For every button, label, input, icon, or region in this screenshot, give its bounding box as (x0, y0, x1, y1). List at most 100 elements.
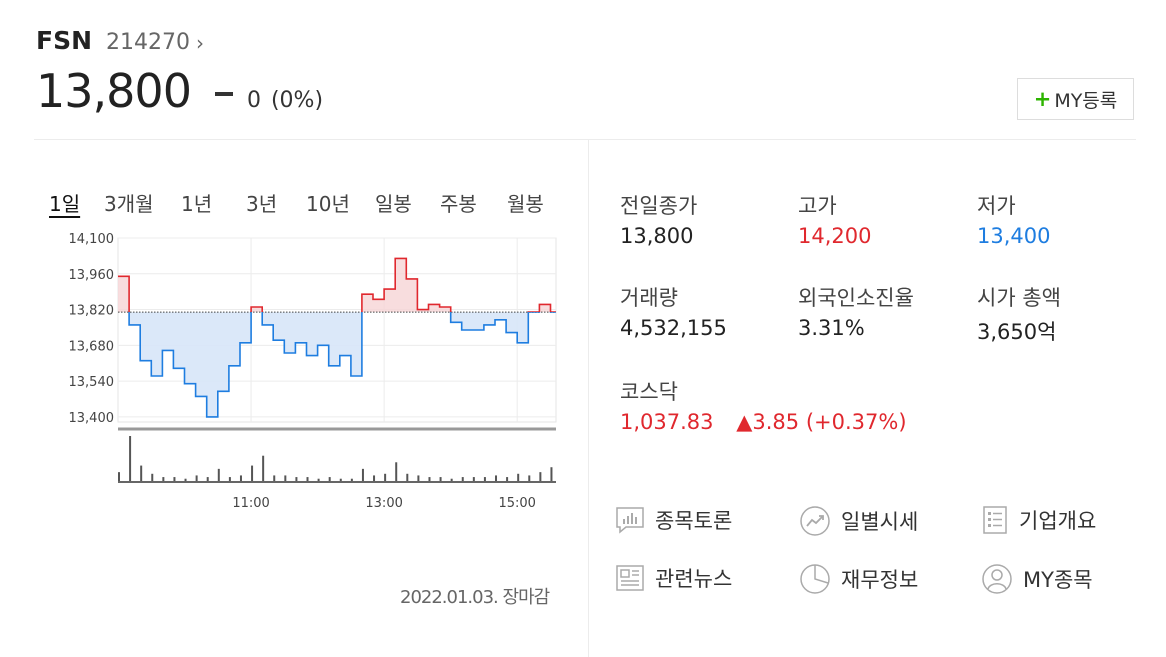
y-tick-label: 13,400 (69, 411, 115, 426)
volume-bar (506, 477, 509, 482)
discussion-label: 종목토론 (655, 509, 733, 533)
financial-info-link[interactable]: 재무정보 (798, 563, 918, 595)
stock-name: FSN (36, 26, 93, 55)
price-line (118, 257, 556, 418)
my-register-button[interactable]: + MY등록 (1017, 78, 1134, 120)
volume-bar (428, 477, 431, 482)
tab-weekly-candle[interactable]: 주봉 (440, 192, 477, 216)
volume-bar (195, 475, 198, 482)
daily-price-label: 일별시세 (841, 510, 919, 534)
volume-bar (472, 477, 475, 482)
volume-bar (439, 477, 442, 482)
my-register-label: MY등록 (1054, 89, 1118, 112)
volume-bar (217, 468, 220, 482)
y-tick-label: 13,540 (69, 375, 115, 390)
company-overview-link[interactable]: 기업개요 (980, 505, 1096, 535)
volume-bars (118, 436, 553, 482)
volume-bar (406, 473, 409, 482)
user-icon (982, 564, 1012, 594)
price-row: 13,800 0 (0%) (36, 64, 323, 118)
volume-bar (140, 465, 143, 482)
price-change: 0 (246, 88, 261, 113)
kosdaq-label: 코스닥 (620, 380, 678, 404)
volume-bar (262, 455, 265, 482)
volume-bar (273, 475, 276, 482)
kosdaq-change: ▲3.85 (736, 410, 800, 434)
volume-bar (361, 468, 364, 482)
volume-bar (417, 475, 420, 482)
volume-bar (517, 473, 520, 482)
volume-bar (384, 473, 387, 482)
tab-10year[interactable]: 10년 (306, 192, 350, 216)
kosdaq-row: 1,037.83 ▲3.85 (+0.37%) (620, 410, 907, 434)
intraday-chart: 14,100 13,960 13,820 13,680 13,540 13,400 11:… (69, 232, 557, 511)
news-label: 관련뉴스 (655, 567, 733, 591)
tab-monthly-candle[interactable]: 월봉 (507, 192, 544, 216)
price-line-down (128, 312, 556, 418)
pie-icon (800, 564, 830, 594)
volume-bar (450, 478, 453, 482)
list-doc-icon (983, 506, 1007, 534)
chevron-right-icon: › (196, 30, 204, 55)
tab-1year[interactable]: 1년 (181, 192, 213, 216)
y-tick-label: 14,100 (69, 232, 115, 247)
volume-bar (284, 475, 287, 482)
kosdaq-value: 1,037.83 (620, 410, 714, 434)
volume-bar (461, 477, 464, 482)
volume-bar (239, 475, 242, 482)
daily-price-link[interactable]: 일별시세 (798, 505, 918, 537)
market-cap-label: 시가 총액 (977, 286, 1061, 310)
stock-code: 214270 (106, 30, 190, 55)
volume-bar (295, 477, 298, 482)
x-axis-labels: 11:00 13:00 15:00 (232, 496, 536, 511)
high-value: 14,200 (798, 224, 872, 248)
volume-bar (173, 477, 176, 482)
tab-3year[interactable]: 3년 (246, 192, 278, 216)
high-label: 고가 (798, 194, 837, 218)
y-axis-labels: 14,100 13,960 13,820 13,680 13,540 13,400 (69, 232, 115, 426)
trend-up-icon (800, 506, 830, 536)
volume-bar (184, 478, 187, 482)
prev-close-value: 13,800 (620, 224, 694, 248)
prev-close-label: 전일종가 (620, 194, 698, 218)
volume-bar (228, 477, 231, 482)
x-tick-label: 13:00 (365, 496, 402, 511)
market-close-note: 2022.01.03. 장마감 (400, 587, 550, 608)
bar-chart-icon (616, 507, 644, 534)
x-tick-label: 15:00 (498, 496, 535, 511)
low-label: 저가 (977, 194, 1016, 218)
current-price: 13,800 (36, 64, 192, 118)
divider-vertical (588, 140, 589, 657)
volume-bar (206, 477, 209, 482)
volume-bar (339, 478, 342, 482)
kosdaq-change-percent: (+0.37%) (805, 410, 907, 434)
volume-bar (129, 436, 132, 482)
price-change-percent: (0%) (270, 88, 324, 113)
financial-info-label: 재무정보 (841, 568, 919, 592)
volume-label: 거래량 (620, 286, 678, 310)
no-change-icon (214, 92, 233, 96)
stock-code-link[interactable]: 214270 › (106, 30, 204, 55)
foreign-ratio-label: 외국인소진율 (798, 286, 914, 310)
volume-bar (317, 478, 320, 482)
volume-bar (395, 462, 398, 482)
volume-bar (483, 477, 486, 482)
volume-bar (528, 475, 531, 482)
market-cap-value: 3,650억 (977, 320, 1057, 344)
tab-daily-candle[interactable]: 일봉 (375, 192, 412, 216)
news-icon (616, 565, 644, 591)
volume-bar (306, 477, 309, 482)
discussion-link[interactable]: 종목토론 (614, 505, 732, 535)
volume-bar (162, 477, 165, 482)
low-value: 13,400 (977, 224, 1051, 248)
tab-1day[interactable]: 1일 (49, 192, 81, 216)
company-overview-label: 기업개요 (1019, 509, 1097, 533)
volume-bar (373, 475, 376, 482)
volume-bar (539, 472, 542, 482)
news-link[interactable]: 관련뉴스 (614, 563, 732, 593)
divider-horizontal (34, 139, 1136, 140)
volume-bar (550, 467, 553, 482)
my-stocks-link[interactable]: MY종목 (980, 563, 1093, 595)
tab-3month[interactable]: 3개월 (104, 192, 154, 216)
volume-value: 4,532,155 (620, 316, 727, 340)
